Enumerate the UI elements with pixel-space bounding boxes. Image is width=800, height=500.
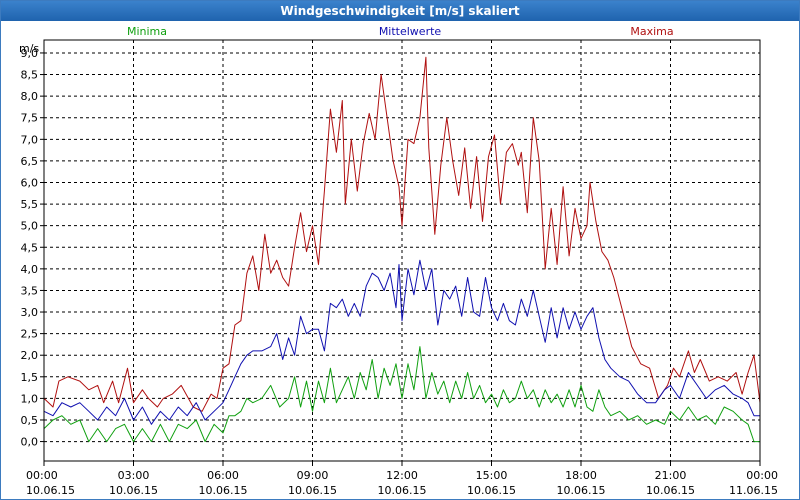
x-tick-time: 09:00 [297,469,329,482]
y-tick-label: 7,0 [21,133,39,146]
x-tick-time: 00:00 [746,469,778,482]
wind-speed-chart: Minima Mittelwerte Maxima 0,0 0,5 1,0 1,5 2,0 2… [19,25,778,497]
y-tick-label: 5,0 [21,220,39,233]
y-tick-label: 6,5 [21,155,39,168]
y-tick-label: 3,0 [21,306,39,319]
y-tick-label: 2,5 [21,328,39,341]
y-tick-label: 0,0 [21,436,39,449]
window-title: Windgeschwindigkeit [m/s] skaliert [1,1,799,21]
y-tick-label: 4,5 [21,241,39,254]
x-tick-date: 11.06.15 [729,484,778,497]
x-tick-time: 06:00 [207,469,239,482]
series-lines [43,56,761,443]
y-tick-label: 4,0 [21,263,39,276]
grid-lines [44,40,760,461]
x-tick-date: 10.06.15 [26,484,75,497]
y-tick-label: 3,5 [21,284,39,297]
y-tick-label: 8,5 [21,69,39,82]
x-tick-date: 10.06.15 [288,484,337,497]
legend: Minima Mittelwerte Maxima [127,25,674,38]
y-tick-label: 6,0 [21,176,39,189]
x-tick-date: 10.06.15 [646,484,695,497]
x-axis: 00:00 10.06.15 03:00 10.06.15 06:00 10.06.15 0… [26,461,778,497]
x-tick-date: 10.06.15 [378,484,427,497]
x-tick-time: 12:00 [386,469,418,482]
y-tick-label: 1,5 [21,371,39,384]
y-tick-label: 9,0 [21,47,39,60]
x-tick-date: 10.06.15 [557,484,606,497]
legend-mittelwerte: Mittelwerte [379,25,442,38]
x-tick-time: 00:00 [26,469,58,482]
legend-maxima: Maxima [630,25,673,38]
series-line-mittelwerte [43,259,760,425]
legend-minima: Minima [127,25,167,38]
y-tick-label: 5,5 [21,198,39,211]
series-line-minima [43,346,760,443]
x-tick-time: 18:00 [565,469,597,482]
x-tick-date: 10.06.15 [109,484,158,497]
x-tick-date: 10.06.15 [199,484,248,497]
y-tick-label: 1,0 [21,392,39,405]
x-tick-time: 21:00 [655,469,687,482]
x-tick-time: 15:00 [476,469,508,482]
x-tick-date: 10.06.15 [467,484,516,497]
x-tick-time: 03:00 [118,469,150,482]
y-tick-label: 0,5 [21,414,39,427]
y-tick-label: 8,0 [21,90,39,103]
y-tick-label: 7,5 [21,112,39,125]
y-axis: 0,0 0,5 1,0 1,5 2,0 2,5 3,0 3,5 4,0 4,5 5,0 5,5 6,0 6… [19,42,44,449]
y-tick-label: 2,0 [21,349,39,362]
series-line-maxima [43,56,761,412]
y-axis-label: m/s [19,42,39,55]
